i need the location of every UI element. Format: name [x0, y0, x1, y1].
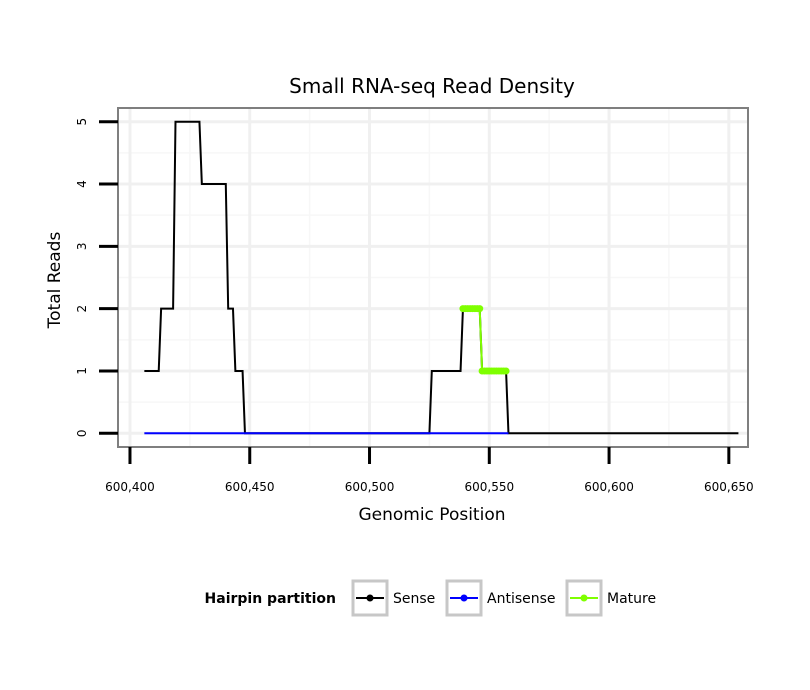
x-tick-label: 600,650: [704, 480, 754, 494]
x-tick-label: 600,500: [345, 480, 395, 494]
panel-border: [117, 107, 749, 448]
x-tick-label: 600,400: [105, 480, 155, 494]
x-axis-title: Genomic Position: [358, 505, 505, 525]
legend-marker-antisense: [460, 594, 468, 602]
y-tick-label: 2: [75, 305, 89, 313]
y-tick-label: 1: [75, 367, 89, 375]
y-tick-label: 4: [75, 180, 89, 188]
x-tick-label: 600,450: [225, 480, 275, 494]
y-tick-label: 0: [75, 429, 89, 437]
legend-marker-sense: [366, 594, 374, 602]
chart-title: Small RNA-seq Read Density: [289, 74, 575, 98]
legend-label-mature: Mature: [607, 591, 656, 607]
legend-title: Hairpin partition: [205, 591, 336, 607]
legend-label-antisense: Antisense: [487, 591, 556, 607]
y-tick-label: 5: [75, 118, 89, 126]
y-axis-title: Total Reads: [45, 232, 65, 330]
x-tick-label: 600,600: [584, 480, 634, 494]
legend-label-sense: Sense: [393, 591, 435, 607]
legend-marker-mature: [580, 594, 588, 602]
x-tick-label: 600,550: [464, 480, 514, 494]
data-point-mature: [476, 305, 484, 313]
data-point-mature: [502, 367, 510, 375]
y-tick-label: 3: [75, 243, 89, 251]
